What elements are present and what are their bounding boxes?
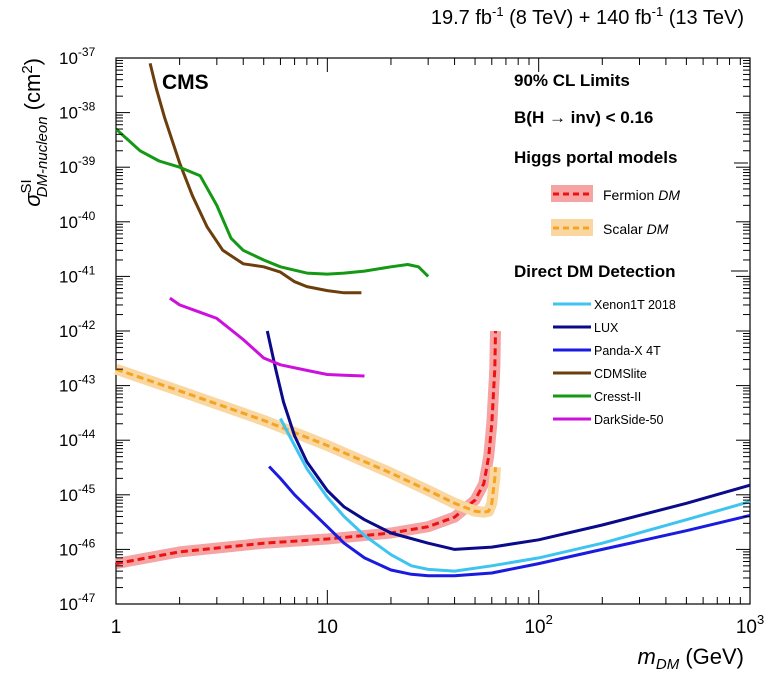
x-tick-label: 103 [736, 612, 764, 638]
series-line-xenon1t-2018 [279, 417, 751, 573]
y-tick-labels: 10-37 10-38 10-39 10-40 10-41 10-42 10-43 10-44… [59, 45, 96, 614]
y-tick-label: 10-39 [59, 154, 96, 177]
legend-item-pandax: Panda-X 4T [553, 344, 661, 358]
y-tick-label: 10-40 [59, 209, 96, 232]
y-tick-label: 10-41 [59, 263, 96, 286]
legend-item-cresst: Cresst-II [553, 390, 641, 404]
legend-direct-detection: Xenon1T 2018 LUX Panda-X 4T CDMSlite Cre… [553, 298, 676, 427]
svg-text:Panda-X 4T: Panda-X 4T [594, 344, 661, 358]
y-tick-label: 10-46 [59, 536, 96, 559]
y-tick-label: 10-47 [59, 591, 96, 614]
y-axis-label: σSIDM-nucleon (cm2) [18, 58, 51, 207]
x-axis-label: mDM (GeV) [638, 644, 744, 673]
y-tick-label: 10-43 [59, 373, 96, 396]
experiment-label: CMS [162, 71, 209, 94]
svg-text:Scalar DM: Scalar DM [603, 221, 669, 237]
series-lines [114, 62, 751, 578]
svg-text:Cresst-II: Cresst-II [594, 390, 641, 404]
x-tick-label: 102 [524, 612, 552, 638]
band-scalar [114, 363, 501, 518]
line-scalar [115, 367, 497, 514]
y-tick-label: 10-45 [59, 482, 96, 505]
y-tick-label: 10-38 [59, 100, 96, 123]
line-fermion [115, 330, 497, 566]
y-tick-label: 10-37 [59, 45, 96, 68]
legend-item-cdmslite: CDMSlite [553, 367, 647, 381]
direct-detection-header: Direct DM Detection [514, 262, 676, 281]
legend-item-xenon1t: Xenon1T 2018 [553, 298, 676, 312]
y-tick-label: 10-42 [59, 318, 96, 341]
x-tick-label: 1 [111, 617, 122, 638]
series-line-cdmslite [148, 62, 362, 295]
legend-higgs-scalar: Scalar DM [551, 219, 669, 237]
svg-text:CDMSlite: CDMSlite [594, 367, 647, 381]
band-fermion [115, 330, 501, 570]
series-line-lux [265, 330, 751, 551]
legend-item-darkside: DarkSide-50 [553, 413, 664, 427]
higgs-portal-header: Higgs portal models [514, 148, 677, 167]
legend-higgs-fermion: Fermion DM [551, 185, 680, 203]
x-tick-labels: 1 10 102 103 [111, 612, 764, 638]
series-line-cresst-ii [114, 127, 430, 278]
svg-text:LUX: LUX [594, 321, 619, 335]
luminosity-label: 19.7 fb-1 (8 TeV) + 140 fb-1 (13 TeV) [431, 4, 744, 29]
svg-text:DarkSide-50: DarkSide-50 [594, 413, 664, 427]
svg-text:Xenon1T 2018: Xenon1T 2018 [594, 298, 676, 312]
branching-ratio-label: B(H → inv) < 0.16 [514, 108, 653, 127]
higgs-portal-bands [114, 330, 501, 570]
x-tick-label: 10 [317, 617, 338, 638]
series-line-panda-x-4t [268, 465, 751, 578]
y-tick-label: 10-44 [59, 427, 96, 450]
svg-text:Fermion DM: Fermion DM [603, 187, 680, 203]
series-line-darkside-50 [169, 296, 365, 378]
legend-item-lux: LUX [553, 321, 619, 335]
cl-limits-label: 90% CL Limits [514, 71, 630, 90]
axis-ticks [115, 58, 750, 605]
